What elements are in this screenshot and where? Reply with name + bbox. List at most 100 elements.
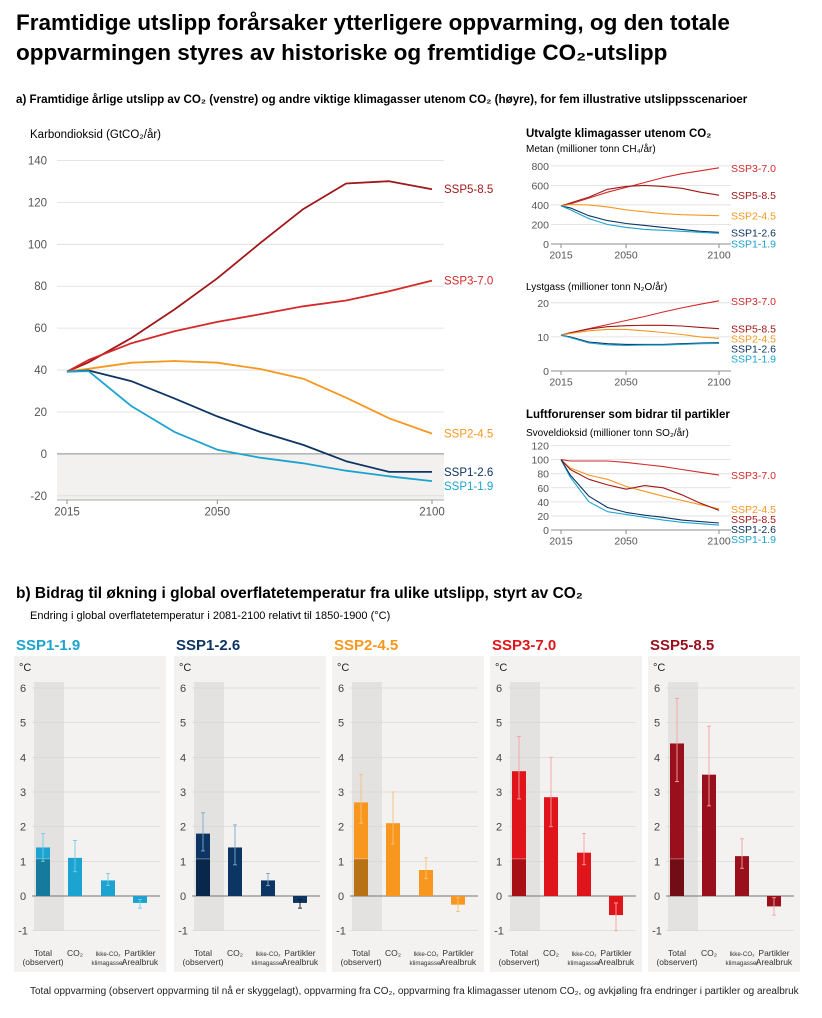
series-label: SSP2-4.5 xyxy=(444,429,493,441)
unit-label: °C xyxy=(495,662,507,674)
section-b-title: b) Bidrag til økning i global overflatet… xyxy=(16,585,583,602)
y-tick-label: 4 xyxy=(338,752,344,764)
series-line-ssp3-7-0 xyxy=(66,279,433,373)
series-label: SSP5-8.5 xyxy=(731,190,776,202)
y-tick-label: 80 xyxy=(537,469,549,481)
series-label: SSP1-1.9 xyxy=(731,354,776,366)
category-label: Total xyxy=(194,948,212,958)
y-tick-label: 140 xyxy=(28,155,47,167)
y-tick-label: 5 xyxy=(338,718,344,730)
series-label: SSP2-4.5 xyxy=(731,334,776,346)
x-tick-label: 2015 xyxy=(549,536,573,548)
x-tick-label: 2100 xyxy=(419,507,445,519)
y-tick-label: 400 xyxy=(531,200,549,212)
series-line-ssp2-4-5 xyxy=(560,203,720,217)
y-tick-label: 100 xyxy=(531,455,549,467)
y-tick-label: 40 xyxy=(34,365,47,377)
y-tick-label: 2 xyxy=(654,822,660,834)
category-label: Total xyxy=(668,948,686,958)
section-a-title: a) Framtidige årlige utslipp av CO₂ (ven… xyxy=(16,93,748,106)
y-tick-label: 0 xyxy=(543,366,549,378)
category-label: (observert) xyxy=(182,957,223,967)
bar-total xyxy=(36,847,50,896)
category-label: Ikke-CO₂ xyxy=(729,951,755,958)
panel-title: SSP3-7.0 xyxy=(492,637,556,654)
category-label: Partikler xyxy=(758,948,789,958)
x-tick-label: 2100 xyxy=(707,377,731,389)
y-tick-label: 20 xyxy=(34,407,47,419)
y-tick-label: 4 xyxy=(20,752,26,764)
series-line-ssp3-7-0 xyxy=(560,167,720,207)
y-tick-label: 800 xyxy=(531,161,549,173)
bar-co2 xyxy=(68,857,82,896)
non-co2-group-title: Utvalgte klimagasser utenom CO₂ xyxy=(526,128,711,140)
y-tick-label: 1 xyxy=(496,856,502,868)
chart-so2: 0 20 40 60 80 100 120 2015 2050 2100 SSP3-7.0 SSP2-… xyxy=(531,441,776,548)
series-label: SSP1-1.9 xyxy=(731,534,776,546)
co2-chart-title: Karbondioksid (GtCO₂/år) xyxy=(30,129,161,141)
series-line-ssp1-1-9 xyxy=(66,370,433,482)
category-label: (observert) xyxy=(22,957,63,967)
y-tick-label: 100 xyxy=(28,239,47,251)
n2o-chart-title: Lystgass (millioner tonn N₂O/år) xyxy=(526,281,667,293)
series-line-ssp1-2-6 xyxy=(66,369,432,473)
x-tick-label: 2015 xyxy=(549,250,573,262)
y-tick-label: 0 xyxy=(543,525,549,537)
y-tick-label: 600 xyxy=(531,180,549,192)
category-label: klimagasser xyxy=(567,960,600,967)
category-label: klimagasser xyxy=(409,960,442,967)
bar-non-co2 xyxy=(101,880,115,896)
bar-co2 xyxy=(702,774,716,896)
series-line-ssp2-4-5 xyxy=(560,459,720,510)
unit-label: °C xyxy=(337,662,349,674)
series-line-ssp5-8-5 xyxy=(560,459,720,511)
series-label: SSP3-7.0 xyxy=(731,296,776,308)
category-label: klimagasser xyxy=(725,960,758,967)
chart-co2: -20 0 20 40 60 80 100 120 140 2015 2050 2100 SSP5-8.… xyxy=(28,155,493,518)
series-label: SSP3-7.0 xyxy=(444,276,493,288)
bar-co2 xyxy=(386,823,400,896)
y-tick-label: 2 xyxy=(20,822,26,834)
so2-chart-title: Svoveldioksid (millioner tonn SO₂/år) xyxy=(526,427,689,439)
category-label: (observert) xyxy=(340,957,381,967)
y-tick-label: 2 xyxy=(496,822,502,834)
series-line-ssp2-4-5 xyxy=(66,360,433,435)
y-tick-label: 20 xyxy=(537,298,549,310)
series-line-ssp1-2-6 xyxy=(560,334,720,345)
y-tick-label: 1 xyxy=(20,856,26,868)
bar-co2 xyxy=(228,847,242,896)
unit-label: °C xyxy=(179,662,191,674)
series-label: SSP1-2.6 xyxy=(731,344,776,356)
y-tick-label: 4 xyxy=(496,752,502,764)
category-label: CO₂ xyxy=(385,948,401,958)
y-tick-label: 20 xyxy=(537,511,549,523)
x-tick-label: 2050 xyxy=(204,507,230,519)
y-tick-label: 1 xyxy=(180,856,186,868)
y-tick-label: 4 xyxy=(654,752,660,764)
y-tick-label: 120 xyxy=(531,441,549,453)
category-label: Arealbruk xyxy=(440,957,477,967)
bar-non-co2 xyxy=(735,856,749,896)
panel-title: SSP1-2.6 xyxy=(176,637,240,654)
y-tick-label: 1 xyxy=(654,856,660,868)
footer-note: Total oppvarming (observert oppvarming t… xyxy=(30,986,799,997)
series-line-ssp1-1-9 xyxy=(560,205,720,234)
methane-chart-title: Metan (millioner tonn CH₄/år) xyxy=(526,143,656,155)
y-tick-label: 40 xyxy=(537,497,549,509)
category-label: klimagasser xyxy=(251,960,284,967)
bar-total xyxy=(354,802,368,896)
bar-total xyxy=(512,771,526,896)
series-line-ssp1-1-9 xyxy=(560,459,720,526)
category-label: CO₂ xyxy=(543,948,559,958)
series-line-ssp5-8-5 xyxy=(66,180,433,373)
bar-observed-portion xyxy=(196,858,210,896)
bar-observed-portion xyxy=(354,858,368,896)
bar-total xyxy=(670,743,684,896)
bar-non-co2 xyxy=(577,852,591,896)
series-line-ssp5-8-5 xyxy=(560,184,720,207)
category-label: Total xyxy=(510,948,528,958)
y-tick-label: -1 xyxy=(178,926,188,938)
category-label: CO₂ xyxy=(67,948,83,958)
category-label: (observert) xyxy=(656,957,697,967)
